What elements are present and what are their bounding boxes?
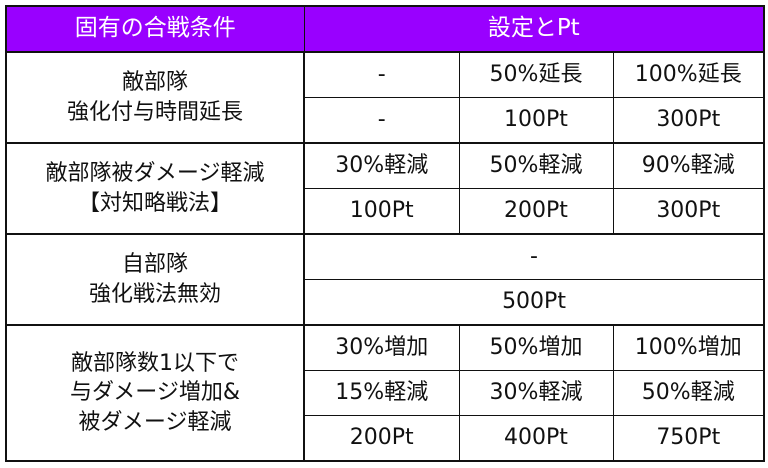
setting-cell: 30%増加: [303, 324, 460, 372]
condition-line: 強化戦法無効: [88, 281, 221, 307]
condition-cell: 自部隊 強化戦法無効: [5, 233, 305, 326]
pt-cell: 100Pt: [458, 97, 614, 144]
pt-cell: 400Pt: [458, 414, 614, 462]
header-condition: 固有の合戦条件: [5, 5, 305, 53]
pt-cell: 750Pt: [612, 414, 765, 462]
condition-line: 敵部隊数1以下で: [71, 350, 239, 376]
setting-cell: 100%延長: [612, 51, 765, 99]
setting-cell: 90%軽減: [612, 142, 765, 190]
condition-line: 強化付与時間延長: [66, 99, 243, 125]
setting-cell: 50%延長: [458, 51, 614, 99]
pt-cell: 100Pt: [303, 188, 460, 235]
condition-cell: 敵部隊 強化付与時間延長: [5, 50, 305, 144]
table-row: 100Pt 200Pt 300Pt: [6, 188, 765, 235]
table-row: 敵部隊 強化付与時間延長 - 50%延長 100%延長: [5, 50, 765, 144]
condition-line: 与ダメージ増加&: [69, 380, 241, 406]
condition-cell: 敵部隊数1以下で 与ダメージ増加& 被ダメージ軽減: [5, 324, 305, 462]
setting-cell: 50%増加: [458, 324, 614, 372]
pt-cell: 200Pt: [303, 414, 460, 462]
table-row: 200Pt 400Pt 750Pt: [6, 414, 765, 462]
setting-cell: -: [303, 51, 460, 99]
setting-cell: 30%軽減: [458, 370, 614, 416]
condition-line: 敵部隊: [121, 69, 188, 95]
table-row: - 100Pt 300Pt: [6, 97, 765, 144]
condition-line: 自部隊: [121, 251, 188, 277]
table-row: 敵部隊被ダメージ軽減 【対知略戦法】 30%軽減 50%軽減 90%軽減: [5, 142, 765, 235]
condition-line: 敵部隊被ダメージ軽減: [45, 160, 265, 186]
table-row: 敵部隊数1以下で 与ダメージ増加& 被ダメージ軽減 30%増加 50%増加 10…: [5, 324, 765, 462]
header-setting: 設定とPt: [303, 5, 765, 53]
setting-cell: 100%増加: [612, 324, 765, 372]
setting-cell: 15%軽減: [303, 370, 460, 416]
condition-line: 【対知略戦法】: [77, 190, 232, 216]
table-row: 15%軽減 30%軽減 50%軽減: [6, 370, 765, 416]
table-row: 500Pt: [6, 279, 765, 326]
pt-cell: 500Pt: [303, 279, 765, 326]
setting-cell: -: [303, 233, 765, 281]
setting-cell: 50%軽減: [612, 370, 765, 416]
pt-cell: -: [303, 97, 460, 144]
pt-cell: 200Pt: [458, 188, 614, 235]
battle-conditions-table: 固有の合戦条件 設定とPt 敵部隊 強化付与時間延長 - 50%延長 100%延…: [5, 5, 766, 462]
pt-cell: 300Pt: [612, 188, 765, 235]
setting-cell: 50%軽減: [458, 142, 614, 190]
setting-cell: 30%軽減: [303, 142, 460, 190]
pt-cell: 300Pt: [612, 97, 765, 144]
condition-line: 被ダメージ軽減: [78, 409, 232, 435]
header-row: 固有の合戦条件 設定とPt: [5, 5, 765, 53]
condition-cell: 敵部隊被ダメージ軽減 【対知略戦法】: [5, 142, 305, 235]
table-row: 自部隊 強化戦法無効 -: [5, 233, 765, 326]
